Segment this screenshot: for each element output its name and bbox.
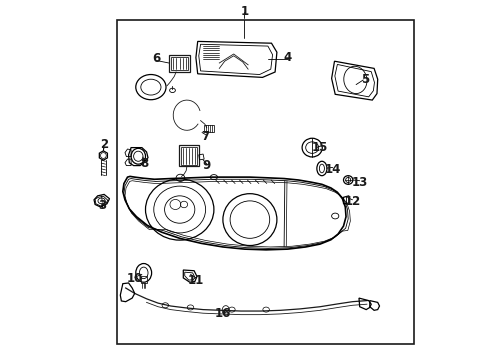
- Text: 11: 11: [187, 274, 203, 287]
- Text: 4: 4: [283, 51, 291, 64]
- Text: 8: 8: [140, 157, 148, 170]
- Bar: [117, 20, 413, 344]
- Text: 12: 12: [344, 195, 360, 208]
- Bar: [204, 125, 214, 132]
- Text: 2: 2: [100, 138, 108, 151]
- Text: 6: 6: [152, 52, 160, 65]
- Text: 5: 5: [360, 73, 368, 86]
- Text: 14: 14: [324, 163, 340, 176]
- Text: 10: 10: [126, 273, 142, 285]
- Bar: [179, 145, 199, 166]
- Text: 13: 13: [351, 176, 367, 189]
- Text: 3: 3: [98, 199, 106, 212]
- Bar: [181, 147, 196, 165]
- Bar: [171, 57, 188, 70]
- Text: 9: 9: [202, 159, 210, 172]
- Bar: [168, 55, 190, 72]
- Bar: [141, 276, 146, 283]
- Text: 16: 16: [214, 307, 231, 320]
- Text: 15: 15: [311, 141, 327, 154]
- Text: 1: 1: [240, 5, 248, 18]
- Text: 7: 7: [201, 130, 209, 143]
